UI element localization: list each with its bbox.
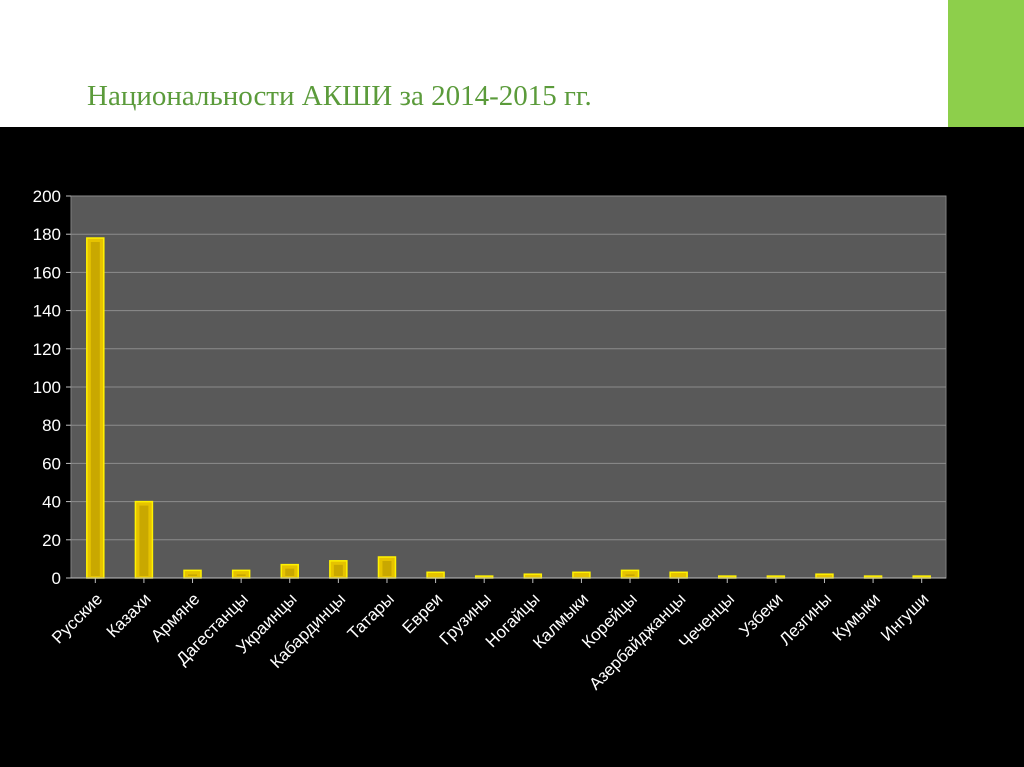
bars — [86, 237, 931, 579]
bar — [377, 556, 397, 579]
y-tick-label: 0 — [52, 569, 61, 588]
x-category-label: Ингуши — [877, 589, 932, 644]
bar-inner — [625, 574, 635, 576]
bar-outer — [669, 571, 688, 579]
bar — [669, 571, 688, 579]
bar — [86, 237, 105, 579]
bar-inner — [382, 560, 392, 576]
bar — [183, 569, 202, 579]
slide-title: Национальности АКШИ за 2014-2015 гг. — [87, 80, 592, 112]
gridlines — [71, 195, 946, 541]
green-accent-bar — [948, 0, 1024, 127]
bar — [572, 571, 591, 579]
x-axis-categories: РусскиеКазахиАрмянеДагестанцыУкраинцыКаб… — [48, 578, 933, 694]
y-tick-label: 100 — [33, 378, 61, 397]
y-tick-label: 180 — [33, 225, 61, 244]
bar-outer — [426, 571, 445, 579]
y-tick-label: 120 — [33, 340, 61, 359]
bar-outer — [572, 571, 591, 579]
y-tick-label: 40 — [42, 493, 61, 512]
bar-inner — [139, 505, 149, 576]
bar-outer — [231, 569, 251, 579]
y-tick-label: 160 — [33, 263, 61, 282]
y-tick-label: 20 — [42, 531, 61, 550]
y-tick-label: 200 — [33, 187, 61, 206]
y-tick-label: 60 — [42, 454, 61, 473]
bar-outer — [523, 573, 543, 579]
bar — [426, 571, 445, 579]
bar-inner — [90, 242, 100, 576]
y-axis-ticks: 0 20 40 60 80 100 120 140 160 180 200 — [33, 187, 71, 588]
bar-outer — [620, 569, 640, 579]
y-tick-label: 80 — [42, 416, 61, 435]
x-category-label: Евреи — [398, 589, 446, 637]
x-category-label: Лезгины — [776, 589, 836, 649]
bar — [280, 563, 299, 579]
bar-inner — [285, 568, 295, 576]
bar — [329, 560, 348, 579]
y-tick-label: 140 — [33, 302, 61, 321]
bar-inner — [333, 564, 343, 576]
x-category-label: Кумыки — [829, 589, 884, 644]
x-category-label: Казахи — [103, 589, 155, 641]
x-category-label: Русские — [48, 589, 106, 647]
bar-inner — [236, 574, 246, 576]
bar-outer — [183, 569, 202, 579]
bar — [620, 569, 640, 579]
bar-outer — [815, 573, 834, 579]
bar-inner — [188, 574, 198, 576]
bar — [523, 573, 543, 579]
x-category-label: Татары — [344, 589, 398, 643]
title-band — [0, 0, 948, 127]
bar — [815, 573, 834, 579]
bar — [231, 569, 251, 579]
bar — [134, 500, 154, 579]
